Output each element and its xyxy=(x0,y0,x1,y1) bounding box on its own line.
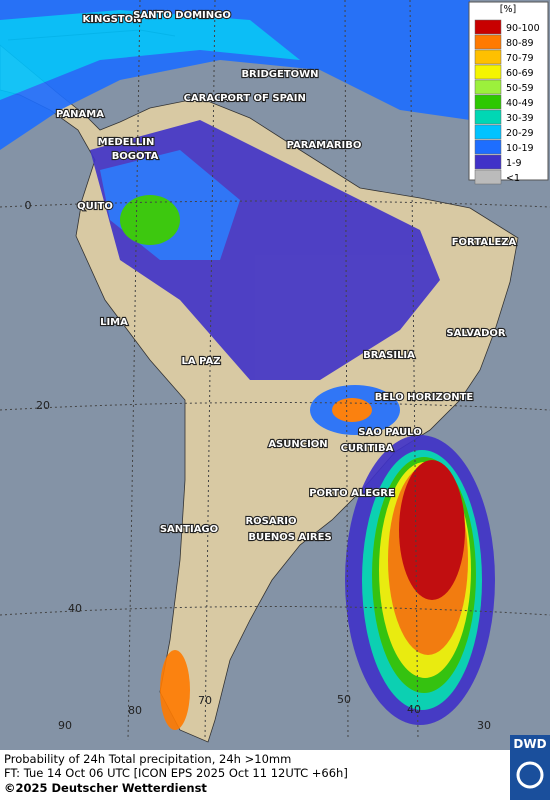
legend-label: 90-100 xyxy=(506,23,540,34)
city-label: CURITIBA xyxy=(341,443,394,454)
precip-band xyxy=(160,650,190,730)
city-label: SANTIAGO xyxy=(160,524,218,535)
city-label: PANAMA xyxy=(56,109,104,120)
latitude-label: 40 xyxy=(68,602,82,615)
legend-label: 50-59 xyxy=(506,83,534,94)
logo-box xyxy=(510,735,550,800)
legend-swatch xyxy=(474,139,502,155)
grid-line xyxy=(0,200,550,208)
legend-swatch xyxy=(474,109,502,125)
grid-line xyxy=(127,0,141,741)
city-label: ROSARIO xyxy=(245,516,296,527)
logo: DWD xyxy=(513,737,546,751)
legend-swatch xyxy=(474,64,502,80)
city-label: SAO PAULO xyxy=(358,427,421,438)
grid-line xyxy=(0,402,550,411)
legend-swatch xyxy=(474,79,502,95)
longitude-label: 50 xyxy=(337,693,351,706)
legend-label: 80-89 xyxy=(506,38,534,49)
longitude-label: 80 xyxy=(128,704,142,717)
city-label: SALVADOR xyxy=(446,328,506,339)
city-label: SANTO DOMINGO xyxy=(133,10,231,21)
grid-line xyxy=(204,0,216,741)
latitude-label: 0 xyxy=(25,199,32,212)
longitude-label: 40 xyxy=(407,703,421,716)
city-label: LA PAZ xyxy=(182,356,221,367)
city-label: CARACAS xyxy=(184,93,237,104)
legend-swatch xyxy=(474,124,502,140)
precip-band xyxy=(120,195,180,245)
legend-swatch xyxy=(474,19,502,35)
footer-line: Probability of 24h Total precipitation, … xyxy=(4,752,291,766)
legend-label: <1 xyxy=(506,173,520,184)
city-label: BELO HORIZONTE xyxy=(375,392,474,403)
legend-swatch xyxy=(474,94,502,110)
legend-label: 20-29 xyxy=(506,128,534,139)
legend-items: 90-100 80-89 70-79 60-69 50-59 40-49 30-39 20-2… xyxy=(474,19,540,185)
footer-line: FT: Tue 14 Oct 06 UTC [ICON EPS 2025 Oct… xyxy=(4,766,348,780)
footer-box xyxy=(0,750,510,800)
legend-label: 1-9 xyxy=(506,158,522,169)
legend-swatch xyxy=(474,169,502,185)
logo-icon xyxy=(516,761,544,789)
legend-label: 10-19 xyxy=(506,143,534,154)
precip-band xyxy=(0,10,300,100)
city-label: QUITO xyxy=(77,201,113,212)
longitude-label: 90 xyxy=(58,719,72,732)
grid-line xyxy=(0,606,550,616)
precip-band xyxy=(399,460,465,600)
city-label: BRIDGETOWN xyxy=(241,69,318,80)
legend-swatch xyxy=(474,49,502,65)
city-label: FORTALEZA xyxy=(452,237,517,248)
graticule xyxy=(0,0,550,741)
grid-line xyxy=(409,0,419,741)
latitude-label: 20 xyxy=(36,399,50,412)
legend-label: 30-39 xyxy=(506,113,534,124)
legend-label: 60-69 xyxy=(506,68,534,79)
city-label: ASUNCION xyxy=(268,439,327,450)
city-label: PORT OF SPAIN xyxy=(220,93,306,104)
legend-title: [%] xyxy=(500,4,516,15)
city-label: BOGOTA xyxy=(112,151,159,162)
legend-swatch xyxy=(474,154,502,170)
longitude-label: 70 xyxy=(198,694,212,707)
grid-line xyxy=(344,0,349,741)
legend-swatch xyxy=(474,34,502,50)
legend-label: 40-49 xyxy=(506,98,534,109)
city-label: MEDELLIN xyxy=(98,137,155,148)
footer-copyright: ©2025 Deutscher Wetterdienst xyxy=(4,781,207,795)
city-label: BRASILIA xyxy=(363,350,415,361)
city-label: KINGSTON xyxy=(83,14,142,25)
city-label: LIMA xyxy=(100,317,128,328)
longitude-label: 30 xyxy=(477,719,491,732)
precipitation xyxy=(0,0,495,730)
city-label: BUENOS AIRES xyxy=(248,532,331,543)
city-label: PARAMARIBO xyxy=(287,140,362,151)
legend-label: 70-79 xyxy=(506,53,534,64)
precip-band xyxy=(332,398,372,422)
city-label: PORTO ALEGRE xyxy=(309,488,395,499)
